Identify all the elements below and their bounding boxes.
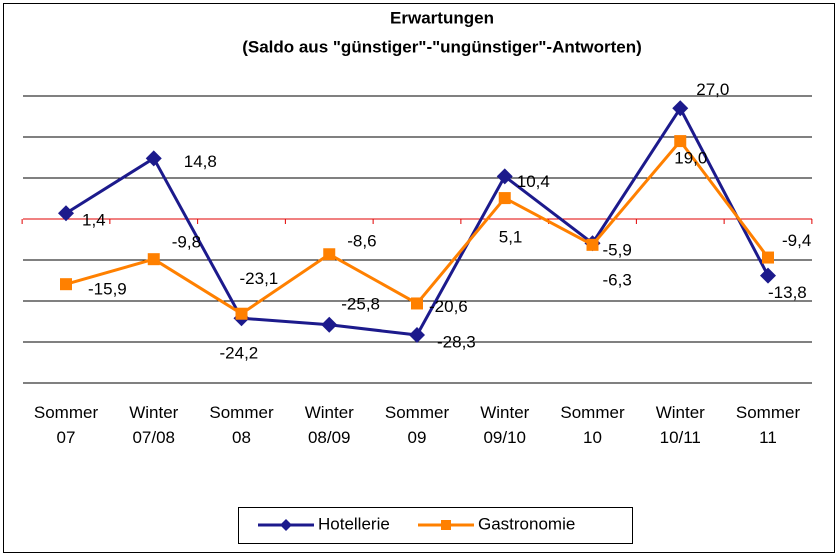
legend-label: Gastronomie [478, 514, 575, 533]
legend-marker [280, 519, 292, 531]
data-label: -9,8 [172, 233, 201, 252]
data-label: -23,1 [240, 269, 279, 288]
marker [147, 253, 160, 266]
data-label: -13,8 [768, 283, 807, 302]
data-label: -6,3 [603, 270, 632, 289]
x-tick-label: Sommer 07 [34, 403, 99, 447]
data-label: -5,9 [603, 241, 632, 260]
marker [672, 100, 689, 117]
marker [145, 150, 162, 167]
marker [496, 168, 513, 185]
marker [58, 205, 74, 222]
x-tick-label: Sommer 09 [385, 403, 450, 447]
chart-subtitle: (Saldo aus "günstiger"-"ungünstiger"-Ant… [242, 37, 642, 56]
marker [411, 297, 423, 310]
marker [321, 316, 338, 333]
marker [674, 135, 687, 148]
data-label: -28,3 [437, 333, 476, 352]
data-label: -9,4 [782, 231, 811, 250]
x-tick-label: Winter 07/08 [129, 403, 178, 447]
chart-title: Erwartungen [390, 8, 494, 27]
chart-frame [3, 3, 835, 553]
marker [762, 251, 774, 264]
data-label: -20,6 [429, 297, 468, 316]
x-tick-label: Sommer 08 [209, 403, 274, 447]
marker [409, 327, 425, 344]
marker [235, 307, 248, 320]
data-label: 1,4 [82, 211, 106, 230]
data-label: -24,2 [220, 344, 259, 363]
data-label: 14,8 [184, 152, 217, 171]
marker [586, 238, 599, 251]
marker [760, 267, 776, 284]
data-label: 5,1 [499, 228, 523, 247]
x-tick-label: Sommer 11 [736, 403, 801, 447]
data-label: 27,0 [696, 80, 729, 99]
data-label: 19,0 [674, 149, 707, 168]
data-label: -25,8 [341, 294, 380, 313]
legend-marker [441, 520, 451, 530]
marker [323, 248, 336, 261]
x-tick-label: Winter 08/09 [305, 403, 354, 447]
marker [498, 192, 511, 205]
marker [60, 278, 72, 291]
x-tick-label: Winter 10/11 [656, 403, 705, 447]
data-label: -15,9 [88, 280, 127, 299]
data-label: 10,4 [517, 172, 550, 191]
x-tick-label: Winter 09/10 [480, 403, 529, 447]
x-tick-label: Sommer 10 [560, 403, 625, 447]
legend-label: Hotellerie [318, 514, 390, 533]
data-label: -8,6 [347, 232, 376, 251]
